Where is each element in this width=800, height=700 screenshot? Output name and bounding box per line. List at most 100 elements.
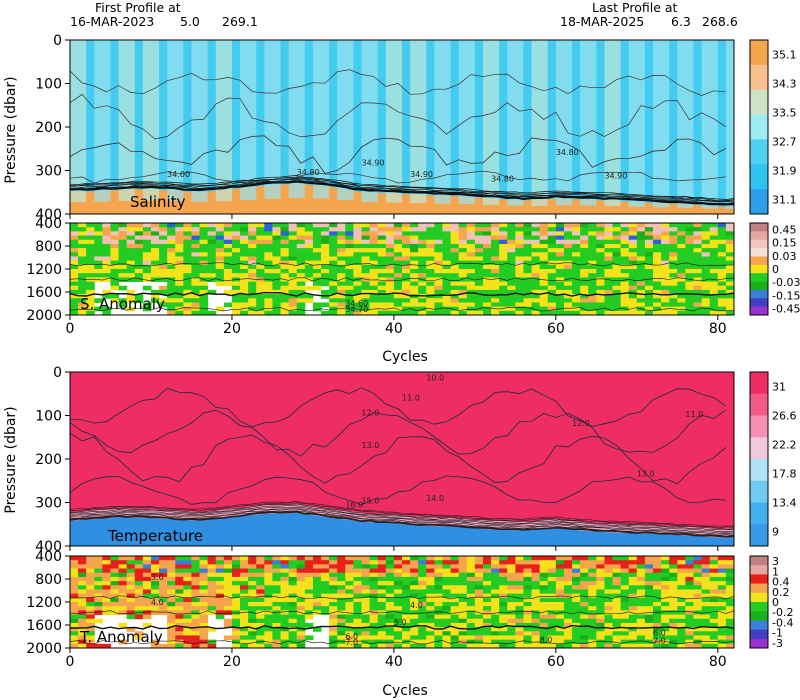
anomaly-cell <box>661 635 670 641</box>
anomaly-cell <box>86 618 95 624</box>
anomaly-cell <box>531 560 541 565</box>
anomaly-cell <box>685 302 695 308</box>
anomaly-cell <box>418 639 427 645</box>
anomaly-cell <box>248 614 257 620</box>
anomaly-cell <box>580 576 589 582</box>
anomaly-cell <box>547 231 557 237</box>
anomaly-cell <box>159 643 168 648</box>
anomaly-cell <box>256 285 265 291</box>
anomaly-cell <box>240 556 249 561</box>
anomaly-cell <box>296 606 306 611</box>
anomaly-cell <box>491 302 500 308</box>
anomaly-cell <box>596 556 605 561</box>
anomaly-cell <box>426 223 435 228</box>
anomaly-cell <box>466 306 476 312</box>
anomaly-cell <box>458 622 468 628</box>
anomaly-cell <box>612 277 622 283</box>
anomaly-cell <box>288 602 298 607</box>
salinity-contour-label: 34.80 <box>556 148 579 157</box>
anomaly-cell <box>321 269 330 274</box>
anomaly-cell <box>393 622 403 628</box>
anomaly-cell <box>70 289 79 295</box>
anomaly-cell <box>70 227 79 232</box>
anomaly-contour-label: 34.60 <box>345 299 368 308</box>
anomaly-cell <box>596 223 605 228</box>
anomaly-cell <box>256 281 265 287</box>
anomaly-cell <box>312 260 322 266</box>
anomaly-cell <box>604 627 614 632</box>
anomaly-cell <box>499 231 508 237</box>
anomaly-cell <box>620 576 630 582</box>
anomaly-cell <box>661 568 670 574</box>
anomaly-cell <box>345 281 354 287</box>
anomaly-cell <box>402 631 411 636</box>
salinity-anomaly-colorbar-swatch <box>750 306 768 316</box>
anomaly-cell <box>410 643 419 648</box>
anomaly-cell <box>507 614 516 620</box>
anomaly-cell <box>264 294 273 299</box>
anomaly-cell <box>531 252 541 257</box>
anomaly-cell <box>507 260 516 266</box>
anomaly-cell <box>426 606 435 611</box>
anomaly-cell <box>450 231 460 237</box>
anomaly-cell <box>677 252 686 257</box>
anomaly-cell <box>304 248 314 253</box>
anomaly-cell <box>223 589 233 595</box>
anomaly-cell <box>321 568 330 574</box>
anomaly-cell <box>272 610 282 616</box>
anomaly-cell <box>580 252 589 257</box>
anomaly-cell <box>86 572 95 578</box>
anomaly-cell <box>458 227 468 232</box>
anomaly-cell <box>167 273 176 278</box>
anomaly-cell <box>653 556 662 561</box>
anomaly-cell <box>515 627 524 632</box>
anomaly-cell <box>474 643 484 648</box>
anomaly-cell <box>661 622 670 628</box>
anomaly-cell <box>288 610 298 616</box>
temperature-colorbar-label: 17.8 <box>772 468 797 481</box>
anomaly-cell <box>693 597 703 603</box>
anomaly-cell <box>385 294 395 299</box>
anomaly-cell <box>118 572 128 578</box>
anomaly-cell <box>563 248 573 253</box>
anomaly-cell <box>353 298 363 303</box>
anomaly-cell <box>693 627 703 632</box>
anomaly-cell <box>361 581 371 586</box>
anomaly-cell <box>337 593 346 599</box>
anomaly-cell <box>345 639 354 645</box>
anomaly-cell <box>369 627 379 632</box>
anomaly-cell <box>539 243 549 249</box>
anomaly-cell <box>717 252 727 257</box>
anomaly-cell <box>377 281 387 287</box>
anomaly-cell <box>369 223 379 228</box>
anomaly-cell <box>580 239 589 245</box>
anomaly-cell <box>94 256 103 262</box>
anomaly-cell <box>345 593 354 599</box>
anomaly-cell <box>288 631 298 636</box>
anomaly-cell <box>491 606 500 611</box>
anomaly-cell <box>142 239 152 245</box>
anomaly-cell <box>296 597 306 603</box>
anomaly-cell <box>288 277 298 283</box>
anomaly-cell <box>636 556 646 561</box>
anomaly-cell <box>94 248 103 253</box>
anomaly-cell <box>434 576 443 582</box>
anomaly-cell <box>102 243 111 249</box>
anomaly-cell <box>86 294 95 299</box>
anomaly-cell <box>191 277 201 283</box>
anomaly-cell <box>547 560 557 565</box>
anomaly-cell <box>717 239 727 245</box>
anomaly-cell <box>264 273 273 278</box>
anomaly-cell <box>580 223 589 228</box>
anomaly-cell <box>410 631 419 636</box>
anomaly-cell <box>442 285 452 291</box>
anomaly-cell <box>393 273 403 278</box>
anomaly-cell <box>393 593 403 599</box>
anomaly-cell <box>369 556 379 561</box>
anomaly-cell <box>580 264 589 270</box>
anomaly-cell <box>175 576 184 582</box>
anomaly-cell <box>701 556 711 561</box>
anomaly-cell <box>547 572 557 578</box>
anomaly-cell <box>612 281 622 287</box>
anomaly-cell <box>312 564 322 570</box>
